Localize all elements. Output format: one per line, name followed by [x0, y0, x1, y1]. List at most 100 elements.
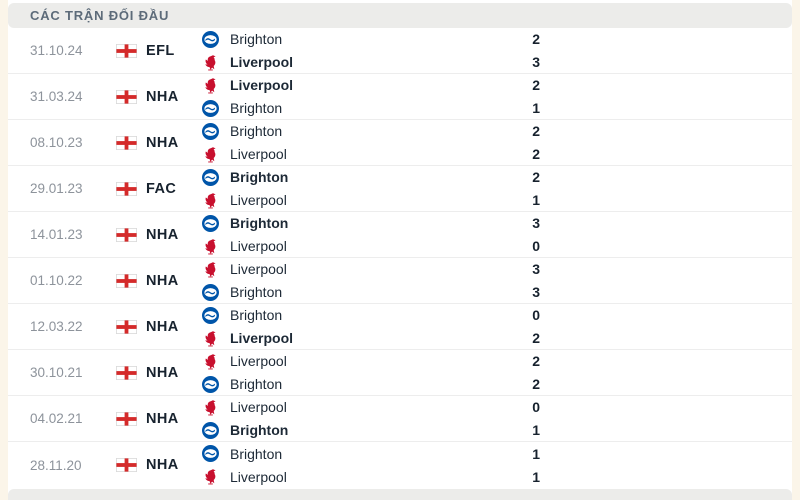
- team-line: Brighton 2: [202, 375, 540, 394]
- team-name: Brighton: [230, 215, 289, 231]
- liverpool-crest-icon: [202, 146, 219, 163]
- competition: NHA: [116, 89, 202, 105]
- team-score: 0: [532, 399, 540, 415]
- team-score: 1: [532, 422, 540, 438]
- match-teams: Brighton 2 Liverpool 1: [202, 168, 540, 210]
- england-flag-icon: [116, 365, 137, 380]
- competition-code: NHA: [146, 410, 179, 427]
- brighton-crest-icon: [202, 306, 219, 324]
- brighton-crest-icon: [202, 168, 219, 186]
- team-score: 2: [532, 146, 540, 162]
- match-date: 31.10.24: [30, 43, 83, 58]
- brighton-crest-icon: [202, 99, 219, 117]
- england-flag-icon: [116, 89, 137, 104]
- team-line: Liverpool 0: [202, 398, 540, 417]
- england-flag-icon: [116, 273, 137, 288]
- head-to-head-widget: CÁC TRẬN ĐỐI ĐẦU 31.10.24 EFL Brighton 2: [8, 0, 792, 500]
- team-score: 1: [532, 445, 540, 462]
- team-score: 2: [532, 77, 540, 93]
- match-teams: Brighton 0 Liverpool 2: [202, 306, 540, 348]
- competition: NHA: [116, 365, 202, 381]
- team-name: Liverpool: [230, 77, 294, 93]
- team-name: Liverpool: [230, 399, 287, 415]
- team-name: Brighton: [230, 284, 283, 300]
- team-score: 1: [532, 100, 540, 116]
- match-row[interactable]: 14.01.23 NHA Brighton 3: [8, 212, 792, 258]
- team-line: Liverpool 3: [202, 53, 540, 72]
- team-line: Brighton 0: [202, 306, 540, 325]
- liverpool-crest-icon: [202, 192, 219, 209]
- liverpool-crest-icon: [202, 399, 219, 416]
- match-teams: Liverpool 2 Brighton 2: [202, 352, 540, 394]
- competition: NHA: [116, 227, 202, 243]
- match-row[interactable]: 29.01.23 FAC Brighton 2: [8, 166, 792, 212]
- team-name: Brighton: [230, 376, 283, 392]
- liverpool-crest-icon: [202, 330, 219, 347]
- team-name: Brighton: [230, 445, 283, 462]
- england-flag-icon: [116, 227, 137, 242]
- match-row[interactable]: 31.03.24 NHA Liverpool 2: [8, 74, 792, 120]
- competition-code: NHA: [146, 88, 179, 105]
- match-teams: Liverpool 3 Brighton 3: [202, 260, 540, 302]
- team-score: 0: [532, 307, 540, 323]
- competition: FAC: [116, 181, 202, 197]
- competition-code: NHA: [146, 134, 179, 151]
- match-row[interactable]: 04.02.21 NHA Liverpool 0: [8, 396, 792, 442]
- liverpool-crest-icon: [202, 238, 219, 255]
- team-score: 3: [532, 284, 540, 300]
- liverpool-crest-icon: [202, 54, 219, 71]
- match-date: 31.03.24: [30, 89, 83, 104]
- match-row[interactable]: 30.10.21 NHA Liverpool 2: [8, 350, 792, 396]
- team-score: 2: [532, 31, 540, 47]
- match-date: 04.02.21: [30, 411, 83, 426]
- team-name: Brighton: [230, 169, 289, 185]
- liverpool-crest-icon: [202, 77, 219, 94]
- team-line: Liverpool 1: [202, 467, 540, 486]
- liverpool-crest-icon: [202, 261, 219, 278]
- team-score: 3: [532, 215, 540, 231]
- team-score: 1: [532, 468, 540, 485]
- competition: NHA: [116, 411, 202, 427]
- team-line: Brighton 1: [202, 421, 540, 440]
- england-flag-icon: [116, 411, 137, 426]
- team-name: Liverpool: [230, 330, 294, 346]
- match-row[interactable]: 08.10.23 NHA Brighton 2: [8, 120, 792, 166]
- team-name: Brighton: [230, 100, 283, 116]
- match-date: 08.10.23: [30, 135, 83, 150]
- england-flag-icon: [116, 458, 137, 472]
- competition-code: NHA: [146, 364, 179, 381]
- match-row[interactable]: 28.11.20 NHA Brighton 1: [8, 442, 792, 488]
- competition: NHA: [116, 273, 202, 289]
- match-date: 29.01.23: [30, 181, 83, 196]
- match-date: 30.10.21: [30, 365, 83, 380]
- team-line: Brighton 3: [202, 283, 540, 302]
- competition: EFL: [116, 43, 202, 59]
- team-score: 2: [532, 169, 540, 185]
- liverpool-crest-icon: [202, 353, 219, 370]
- brighton-crest-icon: [202, 445, 219, 462]
- competition-code: NHA: [146, 272, 179, 289]
- match-row[interactable]: 12.03.22 NHA Brighton 0: [8, 304, 792, 350]
- brighton-crest-icon: [202, 122, 219, 140]
- competition-code: EFL: [146, 42, 175, 59]
- match-teams: Brighton 1 Liverpool 1: [202, 444, 540, 486]
- team-line: Liverpool 3: [202, 260, 540, 279]
- competition-code: NHA: [146, 457, 179, 473]
- team-line: Liverpool 2: [202, 329, 540, 348]
- team-line: Liverpool 0: [202, 237, 540, 256]
- match-row[interactable]: 31.10.24 EFL Brighton 2: [8, 28, 792, 74]
- team-line: Brighton 3: [202, 214, 540, 233]
- match-date: 14.01.23: [30, 227, 83, 242]
- brighton-crest-icon: [202, 375, 219, 393]
- team-name: Brighton: [230, 123, 283, 139]
- team-name: Liverpool: [230, 146, 287, 162]
- team-score: 3: [532, 54, 540, 70]
- match-row[interactable]: 01.10.22 NHA Liverpool 3: [8, 258, 792, 304]
- brighton-crest-icon: [202, 283, 219, 301]
- brighton-crest-icon: [202, 214, 219, 232]
- match-date: 12.03.22: [30, 319, 83, 334]
- england-flag-icon: [116, 135, 137, 150]
- team-score: 0: [532, 238, 540, 254]
- england-flag-icon: [116, 43, 137, 58]
- next-section-header: [8, 489, 792, 500]
